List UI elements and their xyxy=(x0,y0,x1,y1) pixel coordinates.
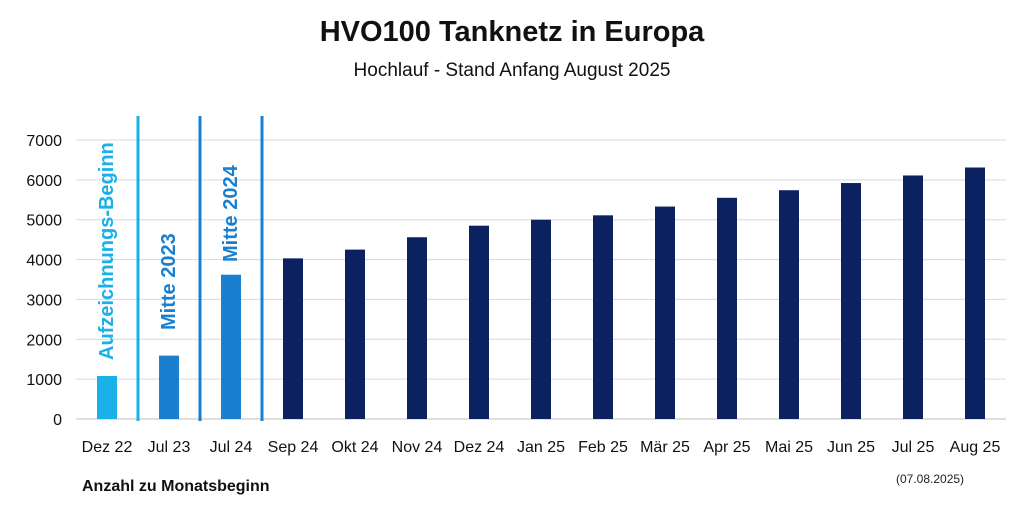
chart-title: HVO100 Tanknetz in Europa xyxy=(319,16,705,48)
y-tick-label: 2000 xyxy=(26,332,62,349)
y-tick-label: 0 xyxy=(53,412,62,429)
bar xyxy=(97,375,117,419)
bar xyxy=(407,237,427,419)
x-tick-label: Jul 25 xyxy=(892,439,935,456)
bar xyxy=(159,355,179,419)
y-tick-label: 6000 xyxy=(26,173,62,190)
x-tick-label: Mär 25 xyxy=(640,439,690,456)
x-tick-label: Mai 25 xyxy=(765,439,813,456)
x-tick-label: Apr 25 xyxy=(703,439,750,456)
annotation-label: Mitte 2024 xyxy=(220,164,242,262)
annotations: Aufzeichnungs-Beginn Mitte 2023 Mitte 2024 xyxy=(96,142,242,360)
bar xyxy=(903,175,923,419)
annotation-label: Aufzeichnungs-Beginn xyxy=(96,142,118,360)
annotation-label: Mitte 2023 xyxy=(158,233,180,330)
x-tick-label: Jul 23 xyxy=(148,439,191,456)
x-tick-label: Jun 25 xyxy=(827,439,875,456)
period-separators xyxy=(136,116,264,421)
x-tick-label: Dez 24 xyxy=(454,439,505,456)
bar xyxy=(965,167,985,419)
bar xyxy=(841,183,861,419)
x-axis-ticks: Dez 22 Jul 23 Jul 24 Sep 24 Okt 24 Nov 24 Dez … xyxy=(82,439,1001,456)
x-tick-label: Jan 25 xyxy=(517,439,565,456)
bar xyxy=(655,206,675,419)
x-tick-label: Okt 24 xyxy=(331,439,378,456)
y-tick-label: 3000 xyxy=(26,292,62,309)
bar xyxy=(469,225,489,419)
y-tick-label: 1000 xyxy=(26,372,62,389)
y-tick-label: 4000 xyxy=(26,253,62,270)
bars xyxy=(97,167,985,419)
x-tick-label: Jul 24 xyxy=(210,439,253,456)
x-tick-label: Aug 25 xyxy=(950,439,1001,456)
bar xyxy=(283,258,303,419)
chart-subtitle: Hochlauf - Stand Anfang August 2025 xyxy=(353,60,671,81)
y-tick-label: 5000 xyxy=(26,213,62,230)
bar xyxy=(531,219,551,419)
x-tick-label: Dez 22 xyxy=(82,439,133,456)
footnote-date: (07.08.2025) xyxy=(896,472,965,486)
bar xyxy=(779,190,799,419)
bar xyxy=(593,215,613,419)
bar xyxy=(717,197,737,419)
footnote-count-basis: Anzahl zu Monatsbeginn xyxy=(82,478,270,495)
x-tick-label: Feb 25 xyxy=(578,439,628,456)
bar xyxy=(345,249,365,419)
x-tick-label: Sep 24 xyxy=(268,439,319,456)
y-axis-ticks: 0 1000 2000 3000 4000 5000 6000 7000 xyxy=(26,133,62,429)
bar xyxy=(221,274,241,419)
x-tick-label: Nov 24 xyxy=(392,439,443,456)
y-tick-label: 7000 xyxy=(26,133,62,150)
